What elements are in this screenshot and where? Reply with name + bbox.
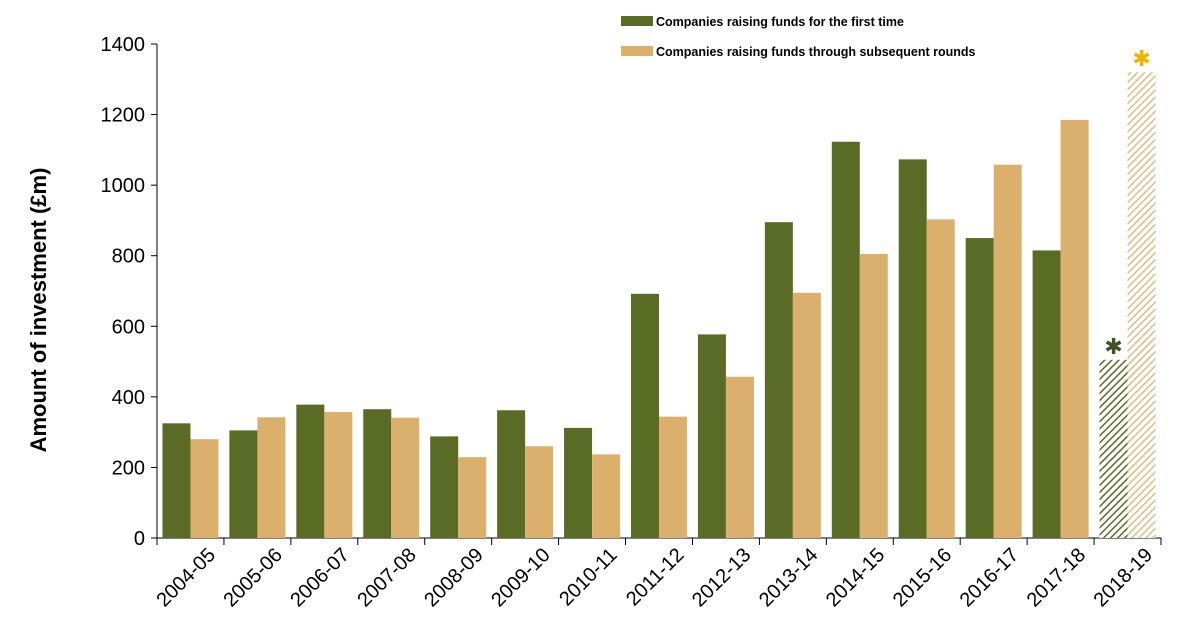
bar <box>430 436 459 538</box>
bar <box>229 430 258 538</box>
bar <box>1032 250 1061 538</box>
x-tick-label: 2014-15 <box>822 544 889 611</box>
x-tick-label: 2010-11 <box>555 544 621 610</box>
bar <box>458 457 487 538</box>
bar <box>631 293 659 538</box>
x-tick-label: 2006-07 <box>286 544 353 611</box>
y-tick-label: 400 <box>112 387 145 409</box>
estimate-marker: ✱ <box>1104 334 1122 359</box>
x-tick-label: 2017-18 <box>1023 544 1090 611</box>
y-tick-label: 200 <box>112 457 145 479</box>
x-tick-label: 2007-08 <box>353 544 420 611</box>
bar <box>659 416 687 538</box>
bars: ✱✱ <box>162 46 1156 539</box>
bar <box>564 427 593 538</box>
x-tick-label: 2015-16 <box>889 544 956 611</box>
y-tick-label: 1200 <box>101 105 146 127</box>
legend-swatch <box>621 46 653 56</box>
bar <box>391 417 420 538</box>
x-tick-label: 2008-09 <box>420 544 487 611</box>
bar-hatched <box>1127 72 1156 538</box>
bar <box>324 412 353 538</box>
bar <box>190 439 219 538</box>
y-tick-label: 600 <box>112 316 145 338</box>
y-tick-label: 800 <box>112 246 145 268</box>
x-tick-label: 2012-13 <box>688 544 755 611</box>
x-tick-label: 2009-10 <box>487 544 554 611</box>
bar <box>363 409 392 538</box>
legend-swatch <box>621 16 653 26</box>
bar <box>831 141 860 538</box>
y-tick-label: 1400 <box>101 34 146 56</box>
legend-label: Companies raising funds for the first ti… <box>656 15 904 29</box>
bar <box>592 454 621 538</box>
bar <box>697 334 726 538</box>
bar <box>792 292 821 538</box>
bar <box>898 159 927 539</box>
legend: Companies raising funds for the first ti… <box>621 15 976 59</box>
bar-hatched <box>1099 359 1128 538</box>
bar <box>162 423 191 538</box>
y-axis-label: Amount of investment (£m) <box>26 168 51 453</box>
axes: 0 200 400 600 800 1000 1200 1400 <box>101 34 1162 550</box>
x-tick-label: 2004-05 <box>153 544 220 611</box>
y-tick-label: 1000 <box>101 175 146 197</box>
y-tick-label: 0 <box>134 528 145 550</box>
legend-label: Companies raising funds through subseque… <box>656 45 976 59</box>
bar <box>859 253 888 538</box>
bar <box>926 219 955 538</box>
estimate-marker: ✱ <box>1132 46 1150 71</box>
x-tick-label: 2005-06 <box>219 544 286 611</box>
x-tick-labels: 2004-05 2005-06 2006-07 2007-08 2008-09 2009-… <box>153 544 1158 611</box>
bar <box>764 222 793 538</box>
bar <box>965 238 994 539</box>
bar <box>296 404 325 538</box>
x-tick-label: 2016-17 <box>956 544 1023 611</box>
x-tick-label: 2018-19 <box>1090 544 1157 611</box>
bar <box>725 376 754 538</box>
bar <box>257 417 286 538</box>
x-tick-label: 2013-14 <box>755 544 822 611</box>
bar <box>525 446 554 538</box>
bar <box>993 164 1022 539</box>
bar <box>1060 119 1089 538</box>
bar <box>497 410 526 538</box>
x-tick-label: 2011-12 <box>622 544 688 610</box>
